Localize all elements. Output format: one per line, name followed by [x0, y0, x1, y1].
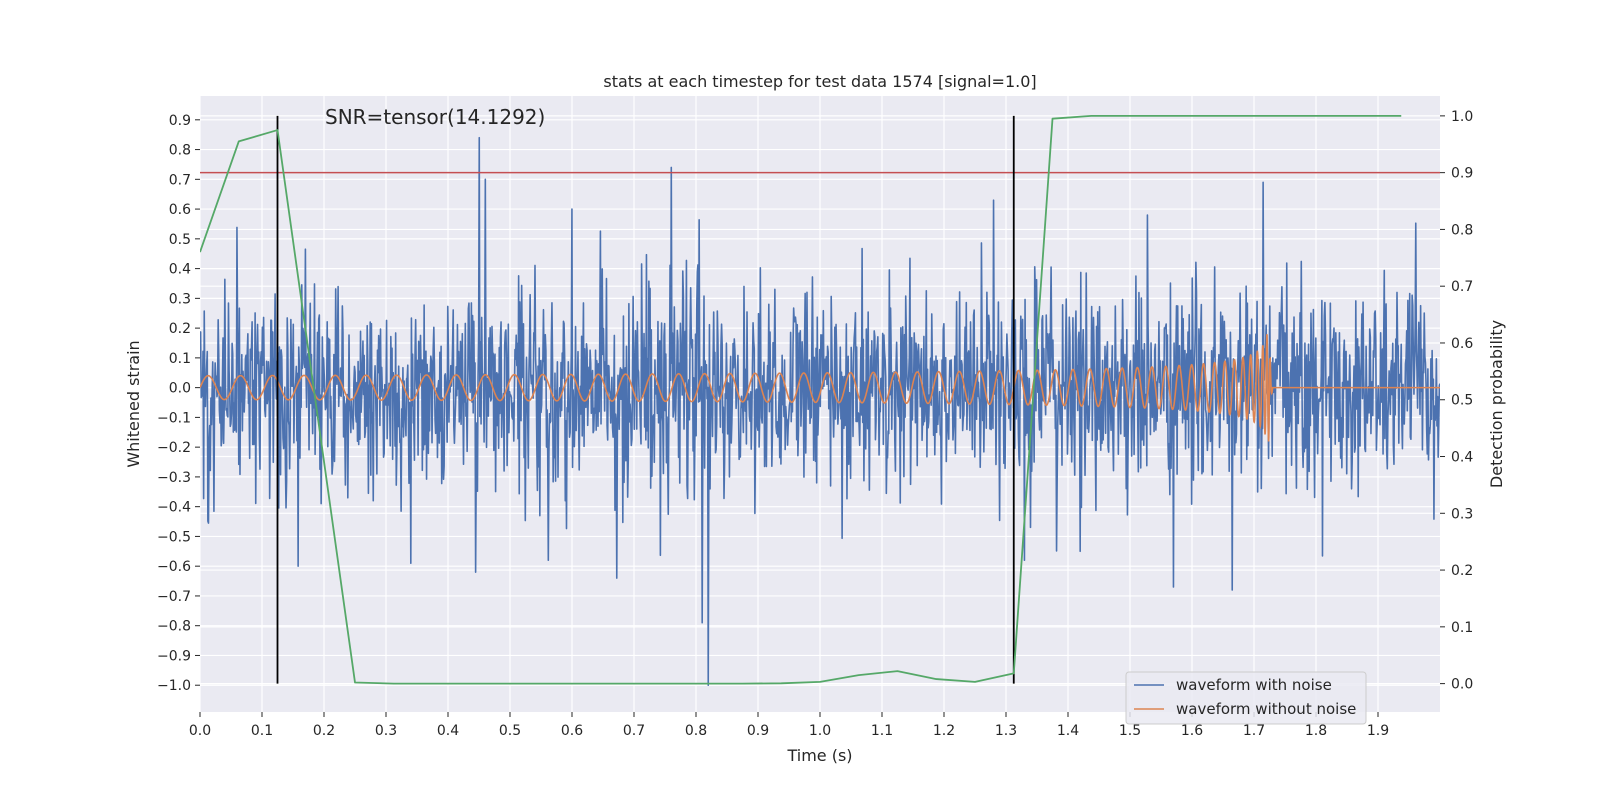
y-axis-label-right: Detection probability	[1487, 320, 1506, 488]
y-left-tick-label: −0.1	[157, 410, 191, 426]
y-left-tick-label: 0.3	[169, 291, 191, 307]
y-left-tick-label: −0.4	[157, 500, 191, 516]
y-right-tick-label: 0.3	[1451, 506, 1473, 522]
legend: waveform with noise waveform without noi…	[1125, 671, 1367, 725]
y-left-tick-label: −0.3	[157, 470, 191, 486]
x-tick-label: 0.3	[375, 723, 397, 739]
y-left-tick-label: 0.6	[169, 202, 191, 218]
y-left-tick-label: 0.0	[169, 381, 191, 397]
y-right-tick-label: 0.2	[1451, 563, 1473, 579]
y-right-tick-label: 0.4	[1451, 450, 1473, 466]
x-tick-label: 1.8	[1305, 723, 1327, 739]
x-tick-label: 1.3	[995, 723, 1017, 739]
x-tick-label: 0.2	[313, 723, 335, 739]
x-tick-label: 1.6	[1181, 723, 1203, 739]
y-left-tick-label: 0.7	[169, 172, 191, 188]
y-right-tick-label: 0.0	[1451, 677, 1473, 693]
legend-label-noise: waveform with noise	[1176, 676, 1332, 694]
clean-waveform-line	[200, 334, 1440, 442]
x-tick-label: 1.2	[933, 723, 955, 739]
x-axis-label: Time (s)	[786, 746, 852, 765]
x-tick-label: 0.4	[437, 723, 459, 739]
axes: 0.0 0.1 0.2 0.3 0.4 0.5 0.6 0.7 0.8 0.9 1.0 1.1 1.2 1…	[157, 109, 1473, 739]
x-tick-label: 1.1	[871, 723, 893, 739]
x-tick-label: 0.0	[189, 723, 211, 739]
y-right-tick-label: 0.1	[1451, 620, 1473, 636]
y-right-tick-label: 0.6	[1451, 336, 1473, 352]
y-left-tick-label: 0.8	[169, 143, 191, 159]
x-tick-label: 1.9	[1367, 723, 1389, 739]
y-right-tick-label: 0.9	[1451, 166, 1473, 182]
x-tick-label: 1.5	[1119, 723, 1141, 739]
y-left-tick-label: −0.6	[157, 559, 191, 575]
detection-probability-line	[200, 114, 1402, 685]
series-layer	[200, 114, 1440, 687]
x-tick-label: 0.1	[251, 723, 273, 739]
y-left-tick-label: −0.2	[157, 440, 191, 456]
x-tick-label: 1.4	[1057, 723, 1079, 739]
legend-label-clean: waveform without noise	[1176, 700, 1356, 718]
y-right-tick-label: 0.7	[1451, 279, 1473, 295]
legend-box	[1125, 671, 1367, 725]
x-tick-label: 0.7	[623, 723, 645, 739]
y-axis-label-left: Whitened strain	[124, 340, 143, 467]
x-tick-label: 1.0	[809, 723, 831, 739]
chart-title: stats at each timestep for test data 157…	[603, 72, 1036, 91]
y-left-tick-label: −0.8	[157, 619, 191, 635]
x-tick-label: 0.8	[685, 723, 707, 739]
y-left-tick-label: 0.9	[169, 113, 191, 129]
y-left-tick-label: −0.5	[157, 529, 191, 545]
y-left-tick-label: 0.1	[169, 351, 191, 367]
y-left-tick-label: −0.9	[157, 648, 191, 664]
y-left-tick-label: −0.7	[157, 589, 191, 605]
y-right-tick-label: 1.0	[1451, 109, 1473, 125]
x-tick-label: 0.6	[561, 723, 583, 739]
x-tick-label: 0.5	[499, 723, 521, 739]
y-left-tick-label: −1.0	[157, 678, 191, 694]
x-tick-label: 0.9	[747, 723, 769, 739]
y-left-tick-label: 0.2	[169, 321, 191, 337]
snr-annotation: SNR=tensor(14.1292)	[325, 105, 545, 129]
y-left-tick-label: 0.5	[169, 232, 191, 248]
x-tick-label: 1.7	[1243, 723, 1265, 739]
y-right-tick-label: 0.5	[1451, 393, 1473, 409]
y-right-tick-label: 0.8	[1451, 222, 1473, 238]
y-left-tick-label: 0.4	[169, 262, 191, 278]
